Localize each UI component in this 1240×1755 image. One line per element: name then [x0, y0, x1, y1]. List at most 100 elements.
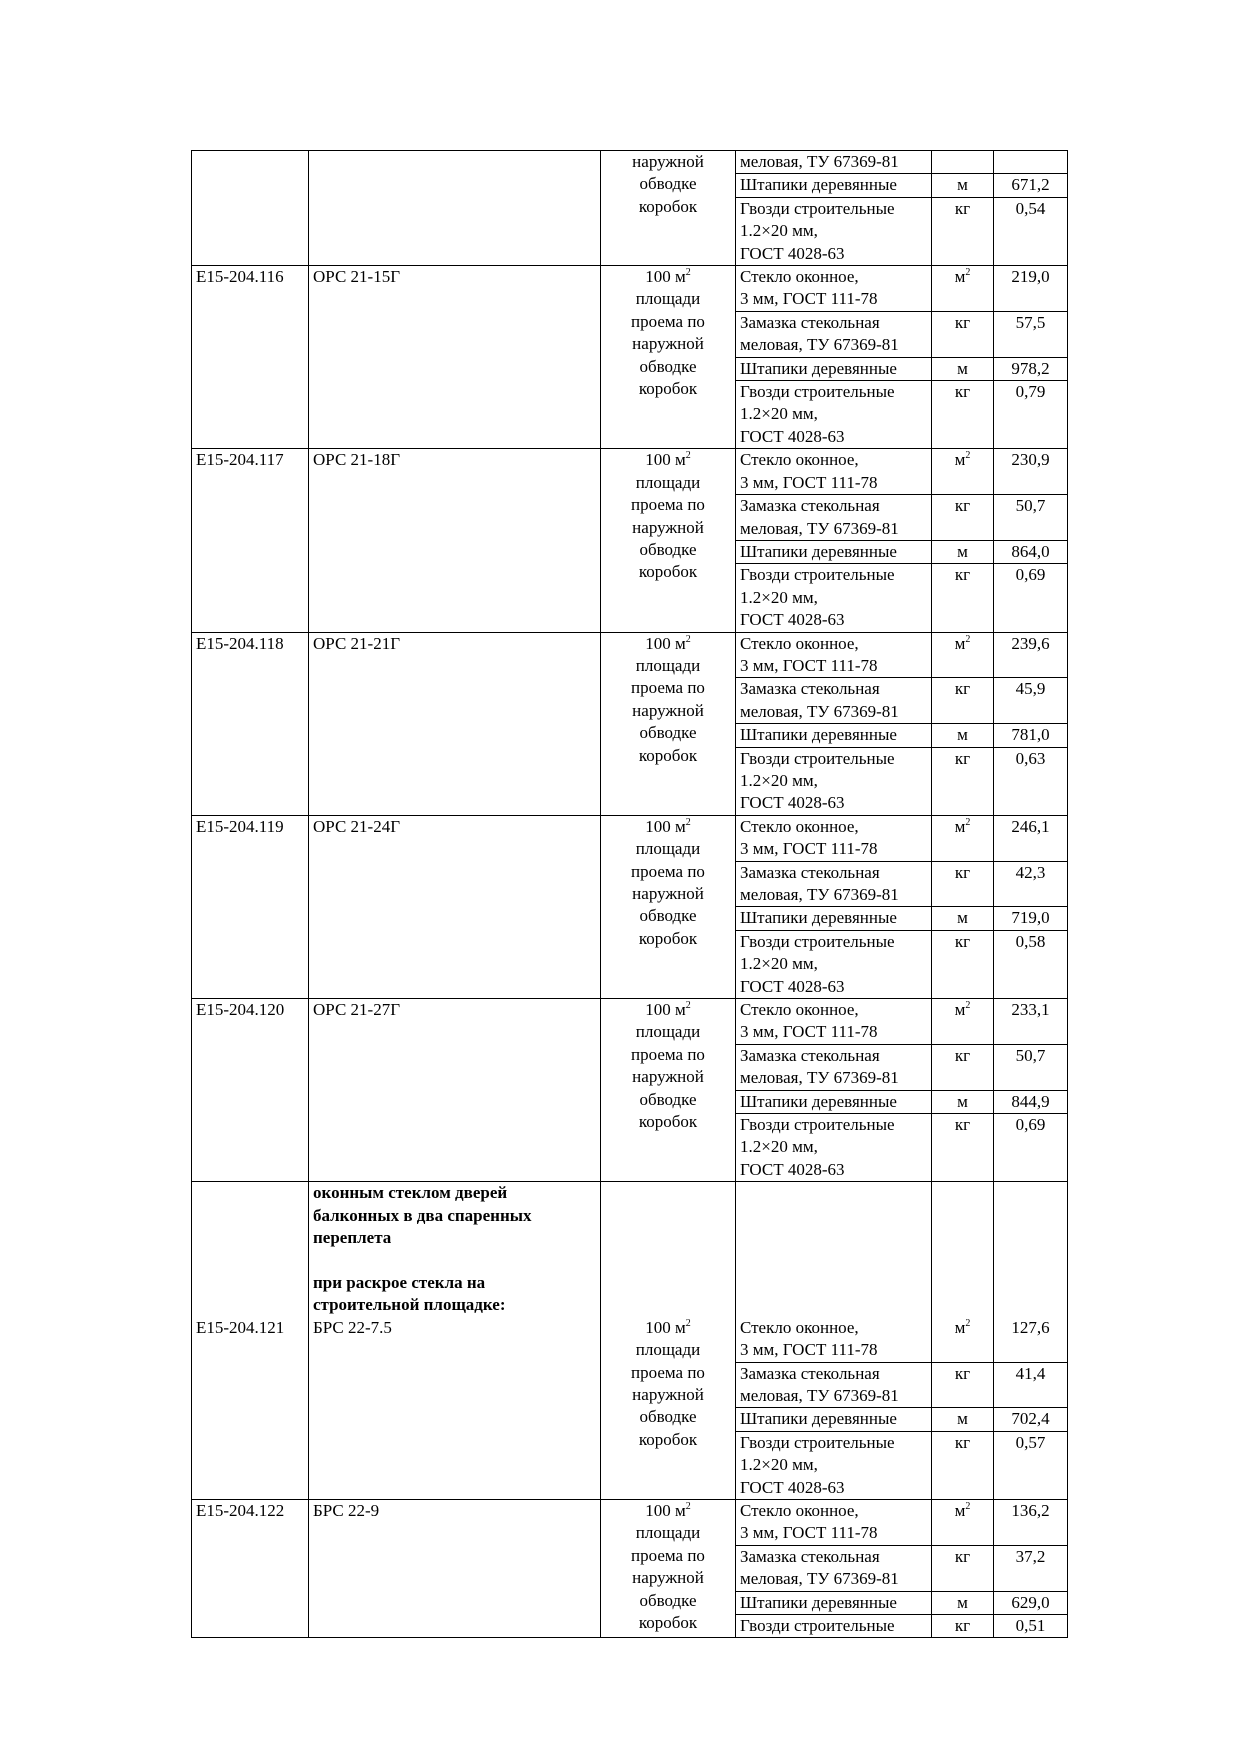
unit-basis-cell [600, 1181, 736, 1317]
material-line: Замазка стекольная [740, 679, 880, 699]
material-name: Гвозди строительные [735, 1613, 932, 1639]
table-row: E15-204.120 ОРС 21-27Г 100 м2 площади проема… [191, 998, 1068, 1183]
material-unit: м2 [931, 998, 994, 1045]
unit-basis: 100 м2 площади проема по наружной обводке кор… [600, 814, 736, 1000]
heading-line: оконным стеклом дверей [313, 1183, 508, 1203]
unit-basis-line: площади [635, 289, 701, 309]
material-name: Штапики деревянные [735, 173, 932, 198]
material-quantity: 702,4 [993, 1407, 1068, 1432]
norm-code: E15-204.121 [191, 1316, 309, 1500]
material-line: 1.2×20 мм, [740, 404, 818, 424]
unit-basis-line: коробок [638, 1612, 698, 1632]
material-unit: кг [931, 1361, 994, 1409]
superscript-2: 2 [965, 1000, 971, 1012]
unit-basis-line: коробок [638, 562, 698, 582]
unit-basis-line: площади [635, 1340, 701, 1360]
table-row: Гвозди строительные 1.2×20 мм, ГОСТ 4028-6… [192, 380, 1068, 450]
material-line: 3 мм, ГОСТ 111-78 [740, 472, 878, 492]
item-name: БРС 22-7.5 [308, 1316, 601, 1500]
material-line: меловая, ТУ 67369-81 [740, 1385, 899, 1405]
material-name: Штапики деревянные [735, 1089, 932, 1115]
material-line: Стекло оконное, [740, 1317, 859, 1337]
material-quantity: 0,63 [993, 746, 1068, 816]
material-name: Стекло оконное, 3 мм, ГОСТ 111-78 [735, 265, 932, 312]
material-quantity: 629,0 [993, 1590, 1068, 1615]
heading-line: строительной площадке: [313, 1295, 506, 1315]
unit-basis-line: площади [635, 1022, 701, 1042]
material-unit: кг [931, 310, 994, 358]
material-line: Штапики деревянные [740, 1091, 897, 1111]
table-row: Гвозди строительные 1.2×20 мм, ГОСТ 4028-6… [192, 196, 1068, 267]
unit-basis-line: проема по [631, 1362, 705, 1382]
material-line: Штапики деревянные [740, 358, 897, 378]
heading-line [313, 1250, 596, 1272]
material-quantity: 233,1 [993, 998, 1068, 1045]
material-quantity: 0,54 [993, 196, 1068, 267]
material-line: Гвозди строительные [740, 1432, 895, 1452]
material-line: 3 мм, ГОСТ 111-78 [740, 1340, 878, 1360]
unit-basis-line: площади [635, 1523, 701, 1543]
material-line: 3 мм, ГОСТ 111-78 [740, 1022, 878, 1042]
unit-basis-line: 100 м2 [645, 816, 691, 836]
norm-code: E15-204.117 [191, 448, 309, 633]
superscript-2: 2 [965, 267, 971, 279]
table-row: Штапики деревянные м 629,0 [192, 1590, 1068, 1615]
table-row: Штапики деревянные м 781,0 [192, 723, 1068, 748]
superscript-2: 2 [965, 1500, 971, 1512]
material-quantity: 0,57 [993, 1430, 1068, 1500]
table-row: Замазка стекольная меловая, ТУ 67369-81 кг… [192, 1043, 1068, 1091]
material-name: Стекло оконное, 3 мм, ГОСТ 111-78 [735, 1498, 932, 1546]
material-quantity [993, 149, 1068, 175]
superscript-2: 2 [965, 1317, 971, 1329]
unit-basis-line: наружной [632, 700, 704, 720]
table-row: Замазка стекольная меловая, ТУ 67369-81 кг… [192, 860, 1068, 908]
unit-basis-line: 100 м2 [645, 450, 691, 470]
item-name: БРС 22-9 [308, 1498, 601, 1639]
material-line: 3 мм, ГОСТ 111-78 [740, 655, 878, 675]
material-line: ГОСТ 4028-63 [740, 1477, 845, 1497]
table-row: Замазка стекольная меловая, ТУ 67369-81 кг… [192, 1361, 1068, 1409]
unit-basis-line: 100 м2 [645, 633, 691, 653]
material-quantity: 57,5 [993, 310, 1068, 358]
material-line: ГОСТ 4028-63 [740, 243, 845, 263]
material-line: Гвозди строительные [740, 382, 895, 402]
material-quantity: 41,4 [993, 1361, 1068, 1409]
material-line: ГОСТ 4028-63 [740, 976, 845, 996]
material-unit: м [931, 723, 994, 748]
material-line: меловая, ТУ 67369-81 [740, 518, 899, 538]
superscript-2: 2 [965, 450, 971, 462]
unit-basis: 100 м2 площади проема по наружной обводке кор… [600, 265, 736, 450]
material-line: 3 мм, ГОСТ 111-78 [740, 839, 878, 859]
unit-basis-line: площади [635, 839, 701, 859]
material-line: Замазка стекольная [740, 862, 880, 882]
material-line: Замазка стекольная [740, 496, 880, 516]
material-unit: кг [931, 563, 994, 633]
unit-basis-line: наружной [632, 1067, 704, 1087]
material-quantity: 239,6 [993, 631, 1068, 679]
material-name: Замазка стекольная меловая, ТУ 67369-81 [735, 1544, 932, 1592]
material-line: Замазка стекольная [740, 1363, 880, 1383]
unit-basis-line: наружной [632, 884, 704, 903]
norms-table: наружной обводке коробок меловая, ТУ 67369-… [191, 149, 1068, 1639]
unit-basis-line: проема по [631, 861, 705, 881]
material-unit: м2 [931, 1498, 994, 1546]
unit-basis-line: проема по [631, 678, 705, 698]
material-unit: кг [931, 746, 994, 816]
heading-line: при раскрое стекла на [313, 1272, 486, 1292]
unit-basis-line: 100 м2 [645, 1000, 691, 1020]
material-quantity: 0,58 [993, 929, 1068, 1000]
unit-basis-line: 100 м2 [645, 1500, 691, 1520]
material-line: Замазка стекольная [740, 312, 880, 332]
unit-basis-line: наружной [632, 334, 704, 354]
material-name: Стекло оконное, 3 мм, ГОСТ 111-78 [735, 998, 932, 1045]
table-row: Гвозди строительные 1.2×20 мм, ГОСТ 4028-6… [192, 1430, 1068, 1500]
material-line: Стекло оконное, [740, 1500, 859, 1520]
material-quantity: 50,7 [993, 494, 1068, 541]
superscript-2: 2 [685, 450, 691, 462]
table-row: Замазка стекольная меловая, ТУ 67369-81 кг… [192, 1544, 1068, 1592]
table-row: Гвозди строительные 1.2×20 мм, ГОСТ 4028-6… [192, 746, 1068, 816]
unit-basis-line: обводке [639, 723, 697, 743]
material-unit: кг [931, 196, 994, 267]
unit-basis-line: проема по [631, 1044, 705, 1064]
table-row: E15-204.118 ОРС 21-21Г 100 м2 площади проема… [191, 631, 1068, 816]
